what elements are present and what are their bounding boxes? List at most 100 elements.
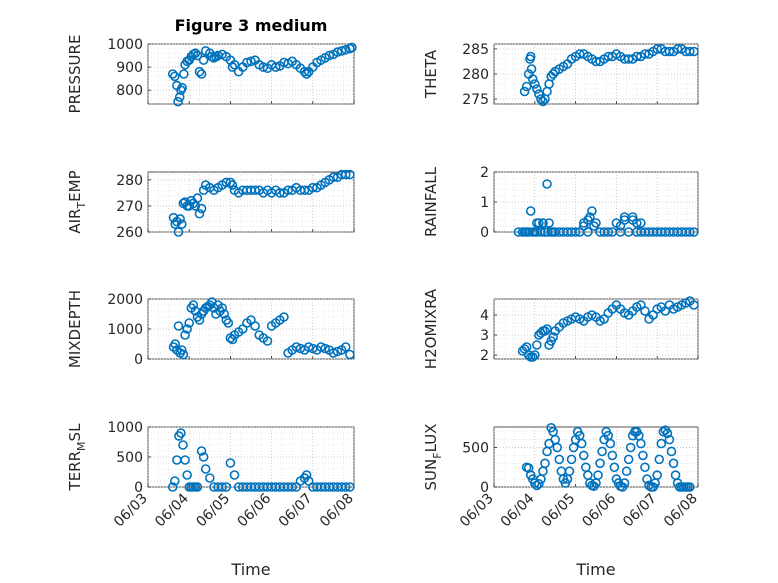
data-point [301, 470, 312, 480]
y-tick-label: 0 [134, 480, 143, 496]
data-point [532, 340, 542, 350]
data-point [246, 56, 256, 67]
data-point [225, 458, 236, 468]
y-tick-label: 2 [480, 165, 489, 181]
data-point [219, 309, 230, 319]
data-point [182, 470, 192, 480]
data-point [170, 339, 180, 349]
subplot-2: 275 280 285 THETA [422, 42, 699, 108]
x-tick-label: 06/08 [317, 491, 357, 531]
y-tick-label: 1000 [107, 322, 143, 338]
data-point [291, 342, 302, 352]
data-point [621, 466, 632, 477]
data-point [217, 303, 227, 313]
y-axis-label: MIXDEPTH [66, 290, 84, 368]
data-point [196, 69, 207, 79]
data-point [258, 62, 269, 72]
data-point [223, 318, 234, 328]
data-point [564, 466, 575, 477]
data-point [320, 343, 330, 354]
data-point [554, 454, 565, 465]
data-point [190, 48, 201, 59]
y-tick-label: 1000 [107, 420, 143, 436]
x-tick-label: 06/04 [498, 490, 538, 530]
data-point [636, 438, 646, 449]
data-point [196, 203, 207, 214]
data-point [178, 440, 188, 450]
data-point [666, 446, 677, 457]
data-point [173, 96, 183, 107]
data-point [196, 446, 207, 456]
data-point [548, 69, 558, 79]
data-point [194, 66, 205, 77]
data-point [548, 332, 558, 342]
data-point [227, 334, 238, 345]
x-tick-label: 06/06 [579, 490, 619, 530]
data-point [583, 227, 593, 237]
y-axis-label: H2OMIXRA [422, 288, 440, 369]
data-point [200, 464, 211, 474]
y-axis-label: SUNFLUX [422, 424, 444, 491]
data-point [603, 51, 614, 62]
y-tick-label: 280 [462, 67, 489, 83]
data-point [340, 482, 351, 492]
data-point [640, 462, 650, 473]
data-point [587, 206, 597, 216]
data-point [527, 74, 538, 84]
data-point [578, 450, 589, 461]
data-point [180, 330, 190, 340]
data-point [656, 438, 667, 449]
y-tick-label: 3 [480, 328, 489, 344]
y-tick-label: 280 [116, 173, 143, 189]
data-point [340, 44, 351, 55]
data-point [175, 214, 185, 224]
data-point [299, 185, 310, 196]
data-point [229, 470, 240, 480]
y-tick-label: 2 [480, 348, 489, 364]
data-point [544, 218, 554, 228]
subplot-4: 0 1 2 RAINFALL [422, 165, 699, 241]
data-point [689, 300, 699, 310]
data-point [597, 446, 607, 457]
data-point [262, 336, 273, 346]
data-point [345, 169, 355, 180]
data-point [662, 428, 673, 439]
data-point [221, 482, 232, 492]
data-point [536, 227, 546, 237]
subplot-5: 0 1000 2000 MIXDEPTH [66, 290, 355, 368]
data-point [192, 482, 203, 492]
x-axis-label: Time [230, 560, 270, 579]
data-point [307, 182, 318, 193]
data-point [623, 454, 634, 465]
data-point [279, 312, 289, 322]
subplot-1: 800 900 1000 PRESSURE [66, 35, 357, 113]
subplot-3: 260 270 280 AIRTEMP [66, 169, 355, 241]
data-point [299, 66, 310, 77]
data-point [167, 482, 178, 492]
y-tick-label: 900 [116, 60, 143, 76]
data-point [534, 89, 544, 99]
data-point [176, 428, 186, 438]
data-point [605, 438, 616, 449]
data-point [652, 470, 663, 480]
data-point [270, 62, 281, 72]
y-tick-label: 285 [462, 42, 489, 58]
data-point [198, 55, 209, 65]
data-point [347, 42, 357, 53]
data-point [631, 218, 642, 228]
data-point [540, 326, 550, 336]
data-point [194, 208, 205, 219]
data-point [540, 458, 550, 469]
data-point [542, 179, 552, 189]
data-point [552, 442, 563, 453]
data-point [585, 212, 595, 222]
y-tick-label: 800 [116, 83, 143, 99]
y-axis-label: AIRTEMP [66, 170, 88, 233]
y-tick-label: 0 [134, 352, 143, 368]
data-point [283, 185, 293, 196]
data-point [534, 479, 544, 489]
data-point [173, 227, 184, 237]
data-point [607, 450, 618, 461]
data-point [570, 227, 581, 237]
data-point [685, 482, 695, 492]
